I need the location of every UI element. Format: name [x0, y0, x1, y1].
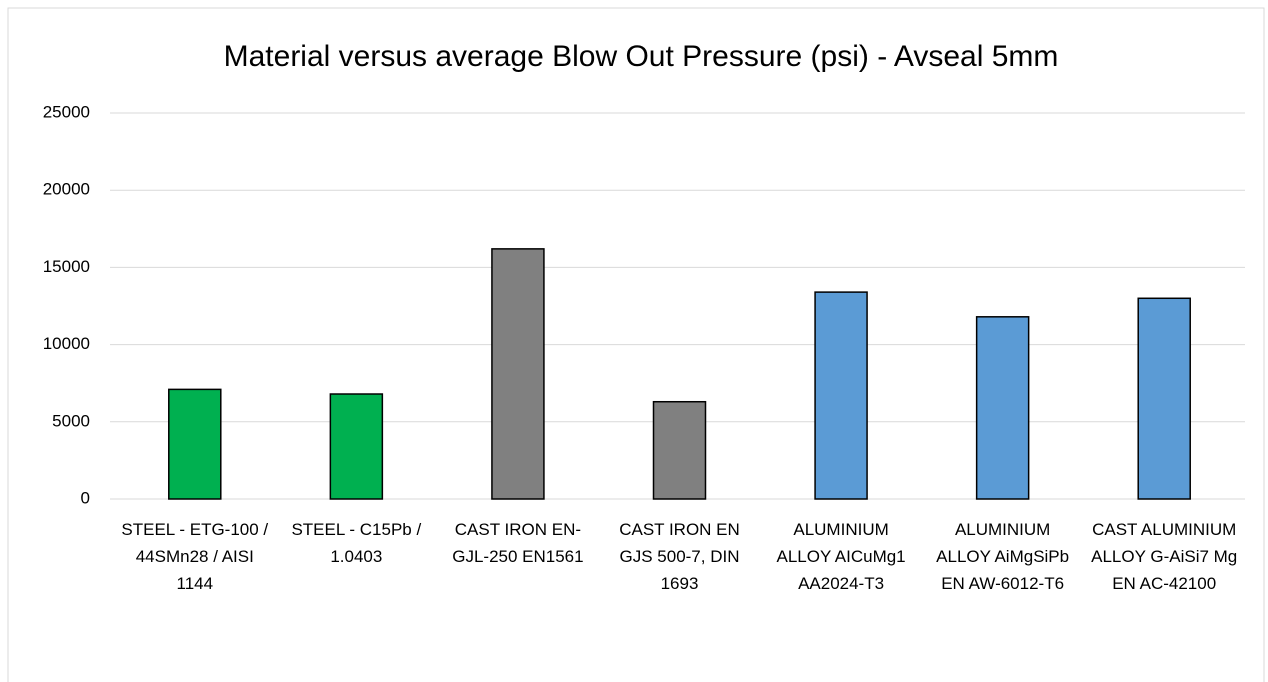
x-tick-label: CAST IRON EN GJS 500-7, DIN 1693 — [619, 520, 740, 593]
bar — [1137, 297, 1191, 500]
bar — [329, 393, 384, 500]
y-tick-label: 20000 — [43, 180, 90, 199]
y-tick-label: 10000 — [43, 334, 90, 353]
y-tick-label: 15000 — [43, 257, 90, 276]
chart-title: Material versus average Blow Out Pressur… — [224, 40, 1059, 73]
x-tick-label: ALUMINIUM ALLOY AiMgSiPb EN AW-6012-T6 — [936, 520, 1070, 593]
bar — [814, 291, 868, 500]
y-tick-label: 0 — [81, 488, 90, 507]
x-tick-label: STEEL - ETG-100 / 44SMn28 / AISI 1144 — [121, 520, 269, 593]
y-tick-label: 5000 — [52, 411, 90, 430]
x-tick-label: STEEL - C15Pb / 1.0403 — [291, 520, 422, 566]
x-tick-label: CAST ALUMINIUM ALLOY G-AiSi7 Mg EN AC-42… — [1091, 520, 1238, 593]
bar — [168, 388, 222, 500]
bar — [652, 400, 707, 500]
bar — [491, 248, 545, 500]
x-tick-label: ALUMINIUM ALLOY AICuMg1 AA2024-T3 — [776, 520, 906, 593]
bar — [975, 316, 1030, 500]
x-tick-label: CAST IRON EN-GJL-250 EN1561 — [452, 520, 584, 566]
chart-frame — [7, 7, 1265, 682]
y-tick-label: 25000 — [43, 102, 90, 121]
